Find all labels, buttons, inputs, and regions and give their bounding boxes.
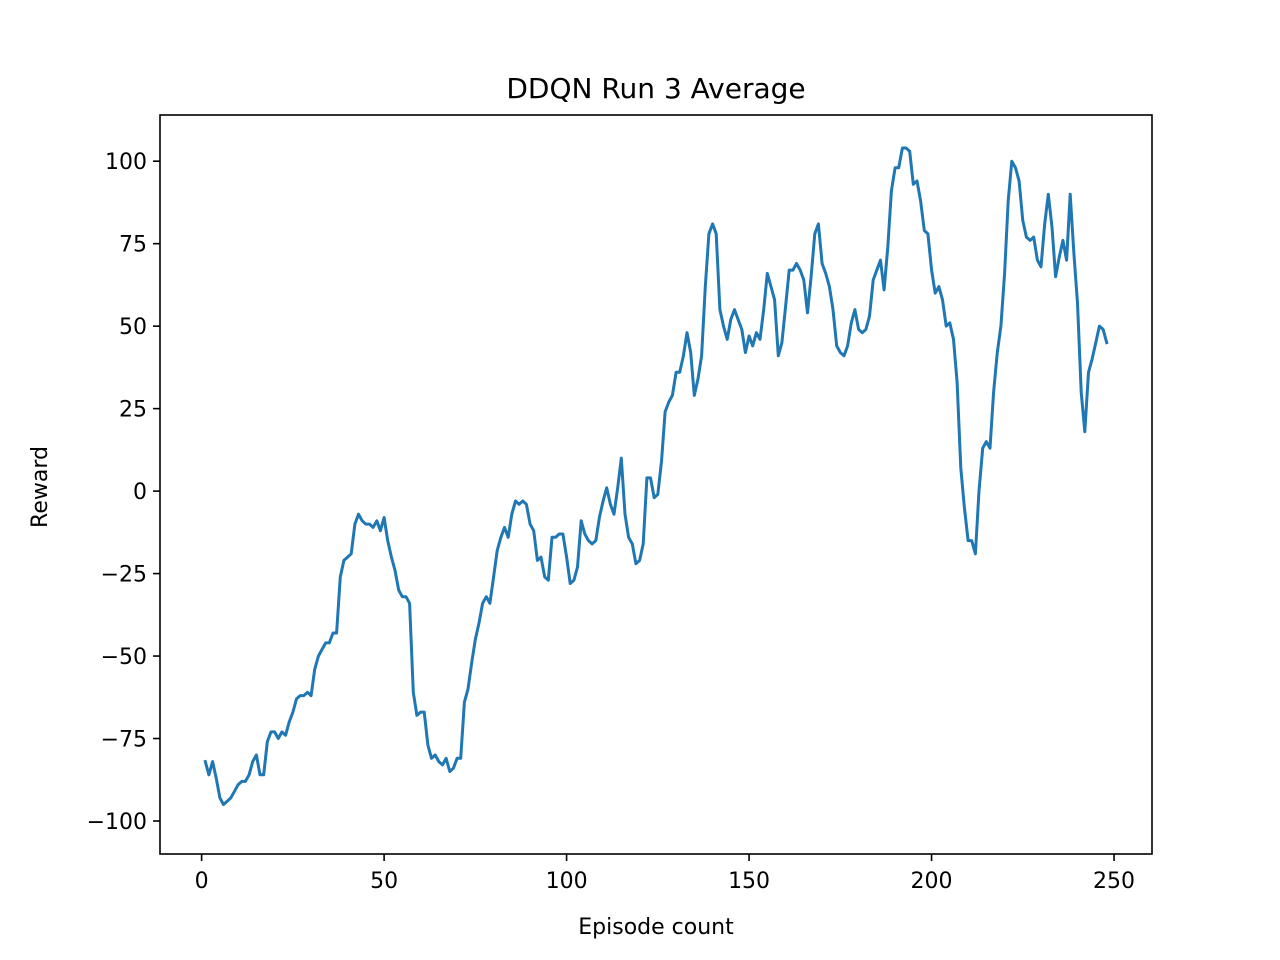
y-axis-label: Reward [28,446,53,528]
x-tick-label: 200 [911,869,953,894]
y-tick-label: −100 [87,810,147,835]
y-tick-label: −25 [101,563,147,588]
x-tick-label: 0 [195,869,209,894]
y-tick-label: 75 [119,233,147,258]
y-tick-label: −50 [101,645,147,670]
x-tick-label: 50 [370,869,398,894]
y-axis-ticks: −100 −75 −50 −25 0 25 50 75 100 [87,150,160,835]
x-axis-label: Episode count [578,915,734,940]
chart-title: DDQN Run 3 Average [506,72,805,105]
y-tick-label: 25 [119,398,147,423]
y-tick-label: 0 [133,480,147,505]
x-tick-label: 150 [728,869,770,894]
series-line [203,146,1109,806]
x-tick-label: 250 [1093,869,1135,894]
y-tick-label: 100 [105,150,147,175]
plot-frame [159,114,1153,855]
y-tick-label: −75 [101,728,147,753]
y-tick-label: 50 [119,315,147,340]
x-tick-label: 100 [546,869,588,894]
x-axis-ticks: 0 50 100 150 200 250 [195,854,1135,894]
